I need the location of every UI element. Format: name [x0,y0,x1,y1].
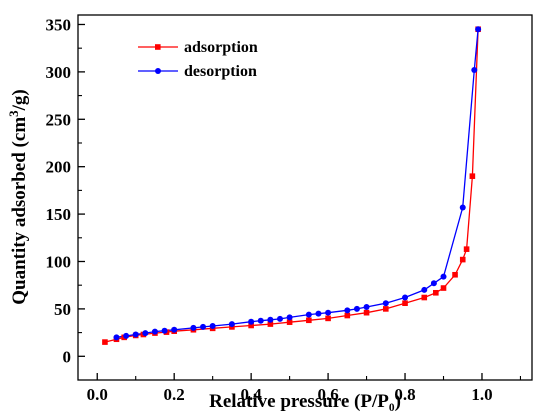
data-point-desorption [161,327,168,334]
x-tick-label: 0.6 [317,385,338,404]
data-point-desorption [325,309,332,316]
plot-frame [77,14,533,381]
data-point-desorption [267,316,274,323]
data-point-desorption [286,314,293,321]
data-point-desorption [228,321,235,328]
x-tick-label: 0.8 [394,385,415,404]
data-point-adsorption [402,300,408,307]
x-tick-label: 0.0 [87,385,108,404]
data-point-desorption [315,310,322,317]
data-point-adsorption [433,289,439,296]
y-axis-label: Quantity adsorbed (cm3/g) [6,89,30,305]
data-point-desorption [402,294,409,301]
data-point-desorption [344,307,351,314]
legend: adsorption desorption [138,39,258,80]
data-point-adsorption [469,173,476,179]
legend-marker-desorption [155,68,161,74]
y-tick-label: 200 [46,158,72,177]
data-point-adsorption [459,256,466,263]
data-point-desorption [113,334,120,341]
x-axis-label: Relative pressure (P/P₀) [209,391,401,412]
y-axis-label-main: Quantity adsorbed (cm [9,117,30,305]
y-tick-label: 350 [46,15,72,34]
data-point-adsorption [440,285,447,291]
data-point-desorption [421,286,428,293]
data-point-adsorption [463,246,470,252]
x-tick-label: 1.0 [471,385,492,404]
data-point-adsorption [325,315,331,322]
data-point-desorption [151,328,158,335]
data-point-adsorption [286,319,293,325]
data-point-adsorption [267,321,274,327]
data-point-desorption [257,317,264,324]
y-tick-label: 150 [46,205,72,224]
data-point-adsorption [306,317,312,324]
data-point-desorption [171,326,178,333]
y-tick-label: 0 [63,347,72,366]
data-point-desorption [305,311,312,318]
data-point-desorption [209,322,216,329]
data-point-desorption [382,300,389,307]
data-point-desorption [248,318,255,325]
data-point-desorption [353,305,360,312]
y-axis-label-tail: /g) [9,89,30,111]
data-point-adsorption [248,322,254,329]
data-point-adsorption [363,309,370,316]
legend-label-desorption: desorption [184,63,257,80]
y-tick-label: 100 [46,252,72,271]
data-point-desorption [200,323,207,330]
series-line-adsorption [104,29,479,343]
data-point-desorption [363,304,370,310]
data-point-desorption [430,280,437,287]
y-axis-label-sup: 3 [6,110,21,117]
x-tick-label: 0.2 [164,385,185,404]
data-point-desorption [132,331,139,338]
y-tick-label: 300 [46,63,72,82]
axis-ticks: 0.0 0.2 0.4 0.6 0.8 1.0 0 50 100 150 200 250 300 350 [46,15,522,404]
data-point-desorption [475,26,482,33]
data-point-desorption [123,332,130,339]
y-tick-label: 250 [46,110,72,129]
x-tick-label: 0.4 [241,385,263,404]
y-tick-label: 50 [54,300,71,319]
legend-label-adsorption: adsorption [184,39,258,56]
data-point-desorption [440,273,447,280]
legend-marker-adsorption [155,44,161,50]
data-point-desorption [276,315,283,322]
data-point-adsorption [382,306,389,312]
data-point-adsorption [421,294,428,301]
data-point-adsorption [344,312,351,319]
data-point-desorption [459,204,466,211]
data-point-desorption [142,330,149,337]
series-markers [102,26,482,345]
data-point-adsorption [452,271,458,278]
data-point-desorption [471,66,478,73]
data-point-adsorption [102,339,108,345]
data-point-desorption [190,324,197,331]
